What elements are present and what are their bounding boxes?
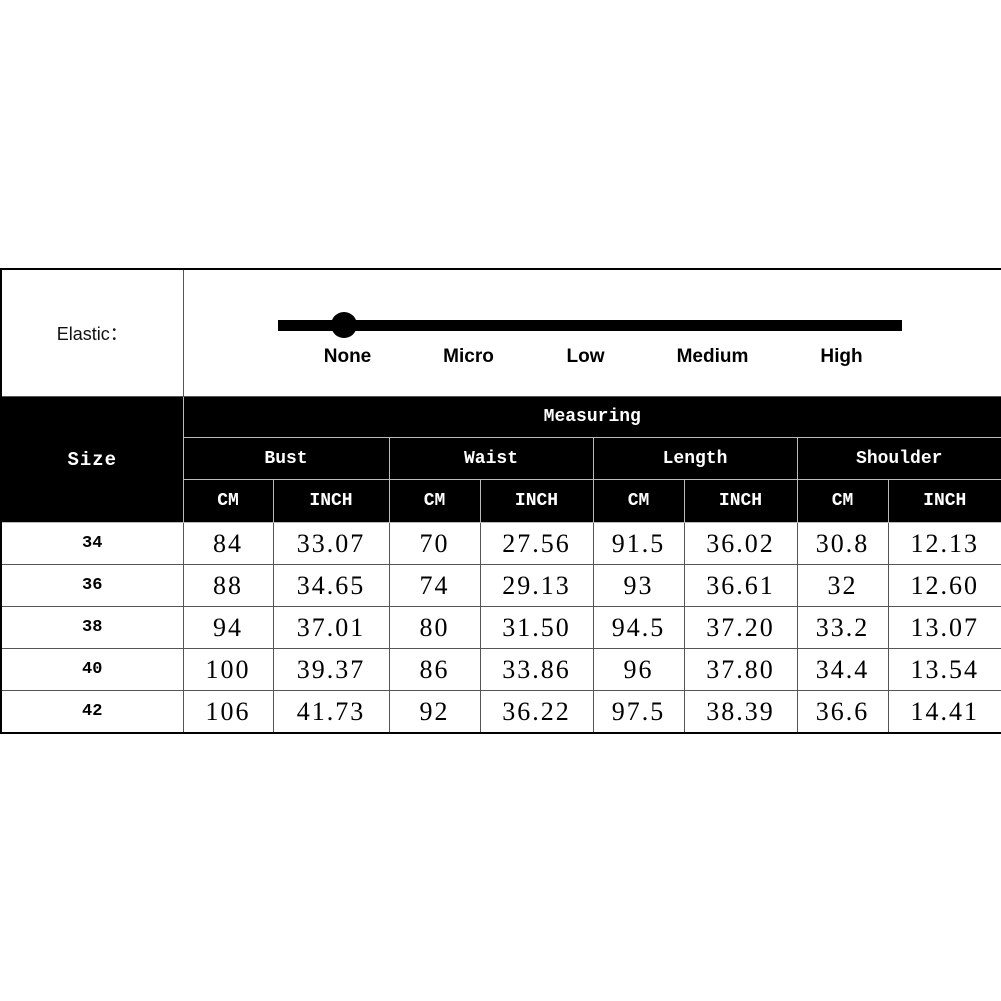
measurement-cell: 34.65: [272, 564, 390, 607]
measurement-cell: 32: [796, 564, 889, 607]
measurement-cell: 36.22: [479, 690, 594, 734]
elastic-scale-bar: [277, 320, 902, 331]
elastic-scale-knob: [330, 312, 357, 338]
header-row-units: CM INCH CM INCH CM INCH CM INCH: [1, 479, 1001, 523]
size-cell: 42: [0, 690, 184, 734]
measurement-cell: 80: [388, 606, 481, 649]
elastic-level-micro: Micro: [443, 346, 494, 367]
measurement-cell: 96: [592, 648, 685, 691]
measurement-cell: 37.80: [683, 648, 798, 691]
size-chart-table: Elastic： None Micro Low Medium High Size…: [0, 268, 1001, 734]
elastic-scale: None Micro Low Medium High: [184, 270, 1001, 396]
measurement-cell: 29.13: [479, 564, 594, 607]
size-cell: 38: [0, 606, 184, 649]
measurement-cell: 14.41: [887, 690, 1001, 734]
measurement-cell: 38.39: [683, 690, 798, 734]
measurement-cell: 12.13: [887, 522, 1001, 565]
unit-header: INCH: [683, 479, 798, 523]
measurement-cell: 13.07: [887, 606, 1001, 649]
measurement-cell: 37.01: [272, 606, 390, 649]
group-header-waist: Waist: [388, 437, 594, 480]
elastic-row: Elastic： None Micro Low Medium High: [0, 268, 1001, 397]
measurement-cell: 33.07: [272, 522, 390, 565]
unit-header: INCH: [479, 479, 594, 523]
measurement-cell: 74: [388, 564, 481, 607]
measurement-cell: 13.54: [887, 648, 1001, 691]
measurement-cell: 27.56: [479, 522, 594, 565]
measurement-cell: 92: [388, 690, 481, 734]
elastic-level-none: None: [323, 346, 372, 367]
elastic-scale-cell: None Micro Low Medium High: [182, 268, 1001, 397]
measuring-header: Measuring: [182, 396, 1001, 438]
elastic-level-low: Low: [566, 346, 605, 367]
measurement-cell: 30.8: [796, 522, 889, 565]
measurement-cell: 88: [182, 564, 274, 607]
measurement-cell: 41.73: [272, 690, 390, 734]
header-row-groups: Bust Waist Length Shoulder: [1, 437, 1001, 480]
size-cell: 36: [0, 564, 184, 607]
measurement-cell: 33.86: [479, 648, 594, 691]
measurement-cell: 94.5: [592, 606, 685, 649]
size-cell: 40: [0, 648, 184, 691]
table-row: 36 88 34.65 74 29.13 93 36.61 32 12.60: [0, 564, 1001, 607]
size-header: Size: [0, 396, 184, 523]
group-header-length: Length: [592, 437, 798, 480]
unit-header: CM: [388, 479, 481, 523]
measurement-cell: 31.50: [479, 606, 594, 649]
elastic-level-medium: Medium: [676, 346, 749, 367]
elastic-level-high: High: [820, 346, 863, 367]
table-row: 42 106 41.73 92 36.22 97.5 38.39 36.6 14.41: [0, 690, 1001, 734]
measurement-cell: 36.61: [683, 564, 798, 607]
measurement-cell: 106: [182, 690, 274, 734]
unit-header: CM: [182, 479, 274, 523]
measurement-cell: 34.4: [796, 648, 889, 691]
measurement-cell: 36.6: [796, 690, 889, 734]
unit-header: INCH: [887, 479, 1001, 523]
measurement-cell: 86: [388, 648, 481, 691]
measurement-cell: 94: [182, 606, 274, 649]
measurement-cell: 97.5: [592, 690, 685, 734]
measurement-cell: 37.20: [683, 606, 798, 649]
table-row: 34 84 33.07 70 27.56 91.5 36.02 30.8 12.13: [0, 522, 1001, 565]
size-cell: 34: [0, 522, 184, 565]
measurement-cell: 91.5: [592, 522, 685, 565]
unit-header: CM: [592, 479, 685, 523]
unit-header: CM: [796, 479, 889, 523]
measurement-cell: 36.02: [683, 522, 798, 565]
group-header-shoulder: Shoulder: [796, 437, 1001, 480]
group-header-bust: Bust: [182, 437, 390, 480]
elastic-label: Elastic：: [0, 268, 184, 397]
table-row: 38 94 37.01 80 31.50 94.5 37.20 33.2 13.07: [0, 606, 1001, 649]
measurement-cell: 33.2: [796, 606, 889, 649]
measurement-cell: 100: [182, 648, 274, 691]
table-row: 40 100 39.37 86 33.86 96 37.80 34.4 13.54: [0, 648, 1001, 691]
measurement-cell: 12.60: [887, 564, 1001, 607]
measurement-cell: 84: [182, 522, 274, 565]
header-row-measuring: Size Measuring: [0, 396, 1001, 523]
measurement-cell: 39.37: [272, 648, 390, 691]
unit-header: INCH: [272, 479, 390, 523]
measurement-cell: 93: [592, 564, 685, 607]
measurement-cell: 70: [388, 522, 481, 565]
